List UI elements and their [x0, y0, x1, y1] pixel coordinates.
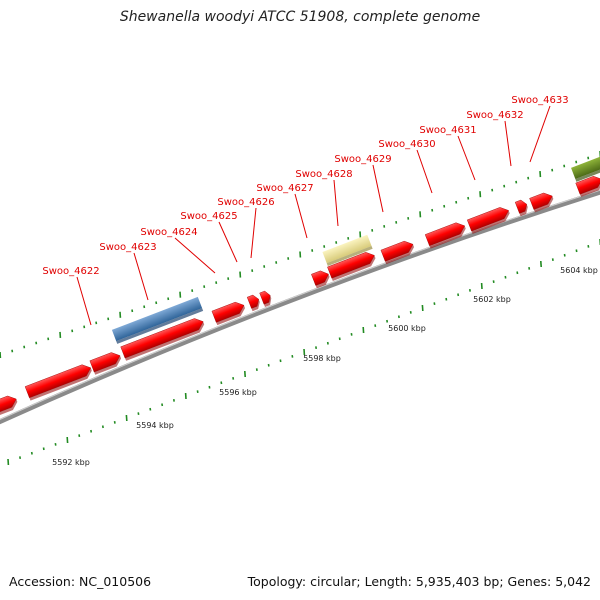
cds-arrow: [514, 199, 528, 217]
cds-arrow: [259, 290, 272, 308]
kbp-label: 5600 kbp: [388, 324, 426, 333]
gene-label: Swoo_4627: [256, 183, 313, 194]
gene-leader-line: [76, 276, 92, 326]
kbp-labels: 5592 kbp 5594 kbp 5596 kbp 5598 kbp 5600 kbp…: [52, 266, 598, 467]
kbp-label: 5604 kbp: [560, 266, 598, 275]
cds-arrow: [424, 222, 466, 249]
feature-track: [0, 154, 600, 416]
tick-row-lower: [7, 239, 600, 466]
gene-leader-line: [133, 252, 149, 301]
olive-feature: [571, 154, 600, 182]
gene-leader-line: [504, 120, 512, 167]
gene-label: Swoo_4630: [378, 139, 435, 150]
cds-arrow: [466, 207, 510, 234]
gene-label: Swoo_4629: [334, 154, 391, 165]
cds-arrow: [327, 252, 376, 282]
cds-arrow: [211, 301, 246, 326]
yellow-feature: [322, 234, 373, 267]
kbp-label: 5594 kbp: [136, 421, 174, 430]
kbp-label: 5602 kbp: [473, 295, 511, 304]
cds-arrow: [24, 364, 92, 401]
gene-callouts: Swoo_4622 Swoo_4623 Swoo_4624 Swoo_4625 Swoo…: [42, 95, 569, 326]
gene-leader-line: [294, 193, 308, 239]
genome-summary-text: Topology: circular; Length: 5,935,403 bp…: [247, 574, 591, 589]
gene-leader-line: [174, 237, 216, 274]
gene-leader-line: [372, 164, 384, 213]
accession-text: Accession: NC_010506: [9, 574, 152, 589]
gene-label: Swoo_4633: [511, 95, 568, 106]
gene-label: Swoo_4623: [99, 242, 156, 253]
map-title: Shewanella woodyi ATCC 51908, complete g…: [119, 9, 481, 25]
gene-label: Swoo_4624: [140, 227, 197, 238]
cds-arrow: [311, 270, 330, 289]
gene-label: Swoo_4625: [180, 211, 237, 222]
kbp-label: 5596 kbp: [219, 388, 257, 397]
gene-label: Swoo_4628: [295, 169, 352, 180]
gene-leader-line: [416, 149, 433, 194]
genome-backbone-highlight: [0, 189, 600, 421]
tick-row-upper: [0, 151, 600, 359]
gene-label: Swoo_4631: [419, 125, 476, 136]
cds-arrow: [529, 192, 554, 213]
gene-label: Swoo_4632: [466, 110, 523, 121]
gene-leader-line: [250, 207, 257, 259]
cds-arrow: [246, 294, 260, 312]
gene-label: Swoo_4626: [217, 197, 274, 208]
genome-backbone: [0, 189, 600, 425]
gene-leader-line: [218, 221, 238, 263]
gene-label: Swoo_4622: [42, 266, 99, 277]
gene-leader-line: [529, 105, 551, 163]
kbp-label: 5592 kbp: [52, 458, 90, 467]
cds-arrow: [89, 352, 122, 375]
blue-feature: [111, 296, 204, 344]
kbp-label: 5598 kbp: [303, 354, 341, 363]
cds-arrow: [380, 240, 415, 265]
gene-leader-line: [333, 179, 339, 227]
cds-arrow: [120, 318, 205, 361]
gene-leader-line: [457, 135, 476, 181]
cds-arrow: [0, 395, 18, 416]
